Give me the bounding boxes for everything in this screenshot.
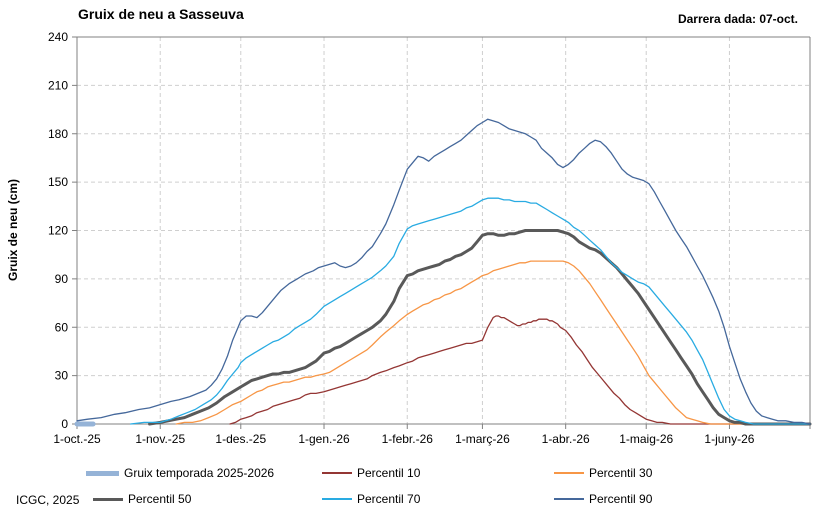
- x-tick-label-8: 1-juny-26: [704, 432, 754, 446]
- y-tick-label-90: 90: [55, 272, 69, 286]
- y-tick-label-120: 120: [48, 224, 68, 238]
- p30-line-swatch: [554, 472, 584, 474]
- percentil-50-line: [148, 229, 812, 426]
- y-tick-label-180: 180: [48, 127, 68, 141]
- p50-line-swatch: [93, 497, 123, 501]
- x-tick-label-4: 1-febr.-26: [382, 432, 434, 446]
- p90-line-swatch: [554, 498, 584, 500]
- percentil-90-line: [76, 118, 811, 425]
- percentil-30-line: [175, 260, 811, 425]
- percentil-10-line: [229, 315, 811, 425]
- p10-line-swatch: [322, 472, 352, 474]
- legend-item-p70: Percentil 70: [322, 491, 420, 507]
- x-tick-label-1: 1-nov.-25: [135, 432, 185, 446]
- x-tick-label-2: 1-des.-25: [215, 432, 266, 446]
- y-tick-label-210: 210: [48, 78, 68, 92]
- legend-item-p10: Percentil 10: [322, 465, 420, 481]
- y-tick-label-0: 0: [61, 417, 68, 431]
- y-tick-label-240: 240: [48, 30, 68, 44]
- legend-item-p50: Percentil 50: [93, 491, 191, 507]
- season-band-swatch: [86, 470, 119, 476]
- legend-label-p30: Percentil 30: [589, 466, 653, 480]
- y-tick-label-60: 60: [55, 320, 69, 334]
- x-tick-label-6: 1-abr.-26: [542, 432, 590, 446]
- y-tick-label-150: 150: [48, 175, 68, 189]
- last-data-annotation: Darrera dada: 07-oct.: [677, 12, 798, 26]
- x-tick-label-3: 1-gen.-26: [298, 432, 350, 446]
- legend-item-p90: Percentil 90: [554, 491, 652, 507]
- source-credit: ICGC, 2025: [16, 493, 80, 507]
- x-tick-label-7: 1-maig-26: [619, 432, 673, 446]
- legend-label-p70: Percentil 70: [357, 492, 421, 506]
- legend-label-p50: Percentil 50: [128, 492, 192, 506]
- y-tick-label-30: 30: [55, 369, 69, 383]
- legend-label-season: Gruix temporada 2025-2026: [124, 466, 275, 480]
- legend-label-p10: Percentil 10: [357, 466, 421, 480]
- legend-label-p90: Percentil 90: [589, 492, 653, 506]
- legend-item-p30: Percentil 30: [554, 465, 652, 481]
- legend-item-season: Gruix temporada 2025-2026: [86, 465, 274, 481]
- chart-title: Gruix de neu a Sasseuva: [78, 6, 244, 22]
- x-tick-label-5: 1-març-26: [455, 432, 510, 446]
- percentil-70-line: [130, 197, 811, 425]
- x-tick-label-0: 1-oct.-25: [53, 432, 101, 446]
- p70-line-swatch: [322, 498, 352, 500]
